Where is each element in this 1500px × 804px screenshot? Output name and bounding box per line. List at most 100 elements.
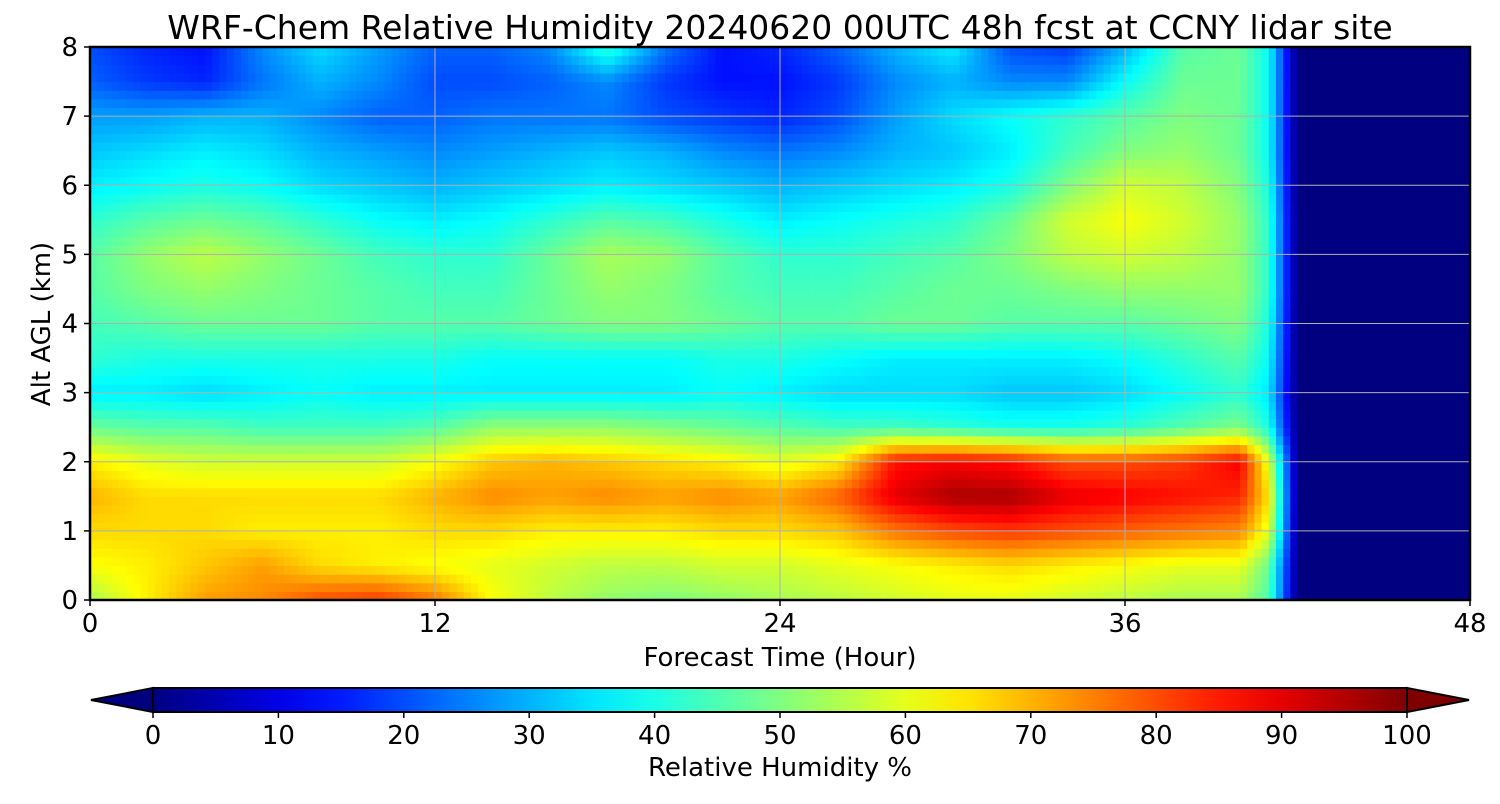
heatmap-cell bbox=[198, 479, 206, 488]
heatmap-cell bbox=[435, 574, 443, 583]
heatmap-cell bbox=[1441, 479, 1449, 488]
heatmap-cell bbox=[176, 453, 184, 462]
heatmap-cell bbox=[600, 470, 608, 479]
heatmap-cell bbox=[1312, 583, 1320, 592]
heatmap-cell bbox=[212, 453, 220, 462]
heatmap-cell bbox=[615, 522, 623, 531]
heatmap-cell bbox=[694, 505, 702, 514]
heatmap-cell bbox=[636, 384, 644, 393]
heatmap-cell bbox=[1341, 419, 1349, 428]
heatmap-cell bbox=[169, 462, 177, 471]
heatmap-cell bbox=[413, 583, 421, 592]
heatmap-cell bbox=[708, 479, 716, 488]
heatmap-cell bbox=[148, 410, 156, 419]
heatmap-cell bbox=[155, 444, 163, 453]
heatmap-cell bbox=[550, 505, 558, 514]
heatmap-cell bbox=[1039, 419, 1047, 428]
heatmap-cell bbox=[938, 565, 946, 574]
heatmap-cell bbox=[1233, 583, 1241, 592]
heatmap-cell bbox=[1010, 496, 1018, 505]
heatmap-cell bbox=[902, 514, 910, 523]
heatmap-cell bbox=[838, 583, 846, 592]
heatmap-cell bbox=[1010, 540, 1018, 549]
heatmap-cell bbox=[1154, 479, 1162, 488]
heatmap-cell bbox=[485, 453, 493, 462]
heatmap-cell bbox=[974, 583, 982, 592]
heatmap-cell bbox=[363, 401, 371, 410]
heatmap-cell bbox=[1333, 393, 1341, 402]
heatmap-cell bbox=[507, 574, 515, 583]
heatmap-cell bbox=[406, 479, 414, 488]
heatmap-cell bbox=[248, 462, 256, 471]
heatmap-cell bbox=[119, 548, 127, 557]
heatmap-cell bbox=[881, 548, 889, 557]
heatmap-cell bbox=[1190, 505, 1198, 514]
heatmap-cell bbox=[176, 462, 184, 471]
heatmap-cell bbox=[608, 505, 616, 514]
heatmap-cell bbox=[1391, 522, 1399, 531]
heatmap-cell bbox=[651, 522, 659, 531]
heatmap-cell bbox=[572, 540, 580, 549]
heatmap-cell bbox=[881, 514, 889, 523]
heatmap-cell bbox=[1355, 419, 1363, 428]
heatmap-cell bbox=[1046, 393, 1054, 402]
heatmap-cell bbox=[277, 384, 285, 393]
heatmap-cell bbox=[766, 496, 774, 505]
heatmap-cell bbox=[1226, 384, 1234, 393]
heatmap-cell bbox=[1197, 419, 1205, 428]
heatmap-cell bbox=[428, 470, 436, 479]
heatmap-cell bbox=[1197, 427, 1205, 436]
heatmap-cell bbox=[219, 410, 227, 419]
heatmap-cell bbox=[816, 583, 824, 592]
heatmap-cell bbox=[284, 462, 292, 471]
heatmap-cell bbox=[816, 531, 824, 540]
heatmap-cell bbox=[981, 574, 989, 583]
heatmap-cell bbox=[1420, 565, 1428, 574]
heatmap-cell bbox=[421, 427, 429, 436]
heatmap-cell bbox=[816, 488, 824, 497]
heatmap-cell bbox=[1276, 453, 1284, 462]
heatmap-cell bbox=[723, 436, 731, 445]
heatmap-cell bbox=[557, 375, 565, 384]
heatmap-cell bbox=[1333, 583, 1341, 592]
heatmap-cell bbox=[442, 410, 450, 419]
heatmap-cell bbox=[1240, 565, 1248, 574]
heatmap-cell bbox=[1017, 522, 1025, 531]
heatmap-cell bbox=[787, 453, 795, 462]
heatmap-cell bbox=[881, 565, 889, 574]
heatmap-cell bbox=[385, 488, 393, 497]
heatmap-cell bbox=[852, 496, 860, 505]
heatmap-cell bbox=[1096, 514, 1104, 523]
heatmap-cell bbox=[1405, 531, 1413, 540]
heatmap-cell bbox=[133, 540, 141, 549]
heatmap-cell bbox=[1233, 470, 1241, 479]
heatmap-cell bbox=[1096, 410, 1104, 419]
heatmap-cell bbox=[672, 410, 680, 419]
heatmap-cell bbox=[1089, 540, 1097, 549]
heatmap-cell bbox=[679, 436, 687, 445]
heatmap-cell bbox=[701, 496, 709, 505]
heatmap-cell bbox=[830, 557, 838, 566]
heatmap-cell bbox=[1427, 470, 1435, 479]
heatmap-cell bbox=[737, 419, 745, 428]
heatmap-cell bbox=[277, 419, 285, 428]
heatmap-cell bbox=[507, 522, 515, 531]
heatmap-cell bbox=[873, 384, 881, 393]
heatmap-cell bbox=[148, 427, 156, 436]
heatmap-cell bbox=[873, 574, 881, 583]
heatmap-cell bbox=[672, 427, 680, 436]
heatmap-cell bbox=[1003, 470, 1011, 479]
heatmap-cell bbox=[471, 531, 479, 540]
heatmap-cell bbox=[112, 514, 120, 523]
heatmap-cell bbox=[1427, 393, 1435, 402]
heatmap-cell bbox=[708, 462, 716, 471]
heatmap-cell bbox=[1441, 393, 1449, 402]
heatmap-cell bbox=[981, 462, 989, 471]
heatmap-cell bbox=[895, 470, 903, 479]
heatmap-cell bbox=[212, 384, 220, 393]
heatmap-cell bbox=[809, 565, 817, 574]
heatmap-cell bbox=[672, 565, 680, 574]
heatmap-cell bbox=[737, 488, 745, 497]
heatmap-cell bbox=[198, 462, 206, 471]
heatmap-cell bbox=[104, 410, 112, 419]
